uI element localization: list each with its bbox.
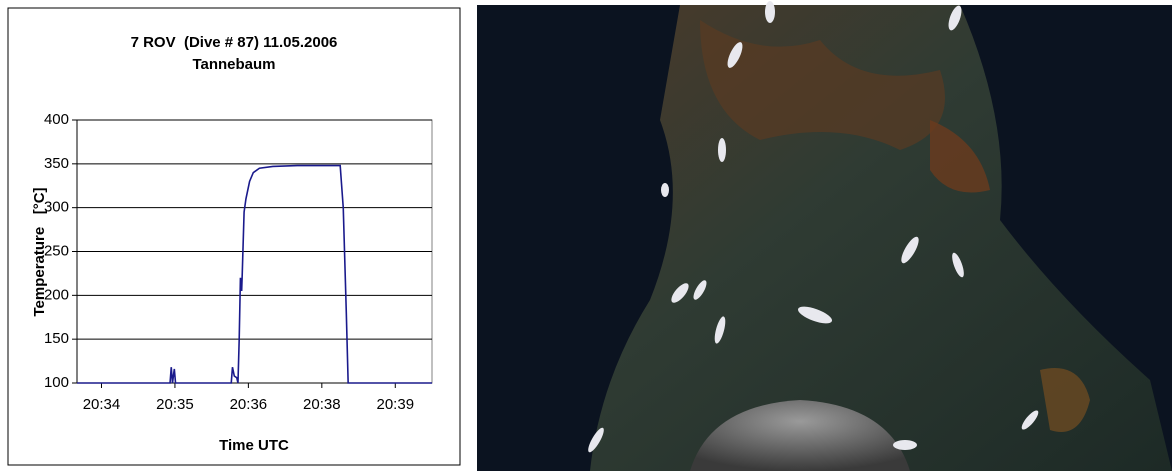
- photo: [477, 1, 1172, 471]
- x-tick-label: 20:34: [83, 396, 121, 413]
- y-axis-label: Temperature [°C]: [31, 187, 48, 316]
- x-tick-label: 20:35: [156, 396, 194, 413]
- y-tick-label: 150: [44, 330, 69, 347]
- x-axis-label: Time UTC: [219, 437, 289, 454]
- camera-housing: [690, 400, 910, 471]
- y-tick-label: 350: [44, 155, 69, 172]
- y-tick-label: 250: [44, 242, 69, 259]
- chart-title: 7 ROV (Dive # 87) 11.05.2006: [131, 34, 338, 51]
- x-tick-label: 20:36: [230, 396, 268, 413]
- y-tick-label: 400: [44, 111, 69, 128]
- x-tick-label: 20:38: [303, 396, 341, 413]
- y-tick-label: 200: [44, 286, 69, 303]
- x-tick-label: 20:39: [377, 396, 415, 413]
- y-tick-label: 300: [44, 199, 69, 216]
- rock-patch: [1040, 368, 1090, 432]
- y-tick-label: 100: [44, 374, 69, 391]
- rock-patch: [930, 120, 990, 193]
- series-group: [77, 164, 432, 384]
- chart-subtitle: Tannebaum: [192, 56, 275, 73]
- data-line: [77, 164, 432, 384]
- shrimp-group: [588, 1, 1039, 453]
- rock-patch: [700, 20, 945, 150]
